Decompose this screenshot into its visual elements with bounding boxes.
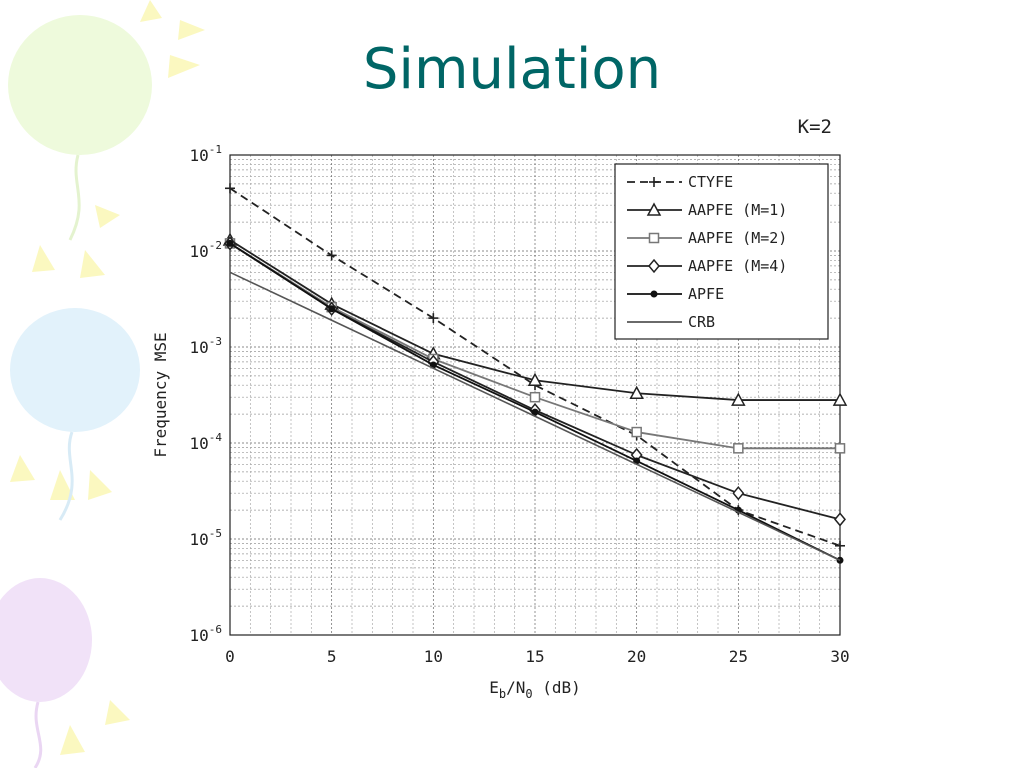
series-layer (222, 183, 848, 564)
green-balloon-decoration (8, 15, 152, 241)
legend-label: AAPFE (M=2) (688, 229, 787, 247)
legend-label: AAPFE (M=4) (688, 257, 787, 275)
series-point (834, 443, 846, 454)
series-point (328, 305, 336, 313)
purple-balloon-decoration (0, 578, 92, 768)
series-point (731, 392, 746, 406)
series-point (733, 443, 744, 454)
legend-label: CRB (688, 313, 715, 331)
legend-entry: AAPFE (M=1) (627, 201, 787, 219)
legend-marker (648, 258, 660, 274)
legend-box (614, 163, 829, 340)
x-tick-label: 15 (525, 647, 544, 666)
series-5 (229, 271, 841, 562)
y-axis-label: Frequency MSE (151, 332, 170, 457)
chart-title: K=2 (798, 116, 832, 138)
series-point (732, 486, 745, 501)
legend-entry: CTYFE (627, 173, 733, 191)
series-point (226, 239, 234, 247)
series-point (835, 540, 845, 551)
x-tick-label: 30 (830, 647, 849, 666)
series-point (834, 512, 846, 527)
legend-marker (649, 177, 659, 187)
slide-title: Simulation (362, 37, 662, 102)
series-point (326, 250, 337, 261)
y-tick-label: 10-4 (189, 431, 222, 453)
chart-legend: CTYFE AAPFE (M=1) AAPFE (M=2) AAPFE (M=4) AP… (614, 163, 829, 340)
y-tick-label: 10-6 (189, 623, 222, 645)
y-tick-label: 10-1 (189, 143, 222, 165)
x-tick-label: 20 (627, 647, 646, 666)
legend-entry: CRB (627, 313, 715, 331)
series-line (229, 271, 841, 562)
series-point (428, 313, 439, 324)
legend-label: CTYFE (688, 173, 733, 191)
series-point (832, 392, 848, 406)
series-point (529, 391, 541, 403)
tick-labels: 0 5 10 15 20 25 30 10-1 10-2 10-3 10-4 10-5 10-6 (189, 143, 849, 666)
series-point (629, 385, 644, 399)
sun-rays-decoration (10, 0, 205, 755)
x-tick-label: 0 (225, 647, 235, 666)
legend-entry: AAPFE (M=2) (627, 229, 787, 247)
y-tick-label: 10-5 (189, 527, 222, 549)
x-tick-label: 10 (424, 647, 443, 666)
legend-entry: AAPFE (M=4) (627, 257, 787, 275)
series-4 (226, 239, 844, 564)
legend-label: APFE (688, 285, 724, 303)
y-tick-label: 10-3 (189, 335, 222, 357)
x-tick-label: 25 (729, 647, 748, 666)
blue-balloon-decoration (10, 308, 140, 521)
legend-label: AAPFE (M=1) (688, 201, 787, 219)
series-point (225, 183, 235, 194)
legend-marker (646, 202, 662, 216)
y-tick-label: 10-2 (189, 239, 222, 261)
legend-marker (648, 232, 660, 244)
series-point (527, 372, 543, 387)
series-point (531, 408, 539, 416)
series-point (631, 426, 642, 438)
x-axis-label: Eb/N0 (dB) (489, 678, 581, 701)
legend-marker (650, 290, 658, 298)
legend-entry: APFE (627, 285, 724, 303)
x-tick-label: 5 (327, 647, 337, 666)
